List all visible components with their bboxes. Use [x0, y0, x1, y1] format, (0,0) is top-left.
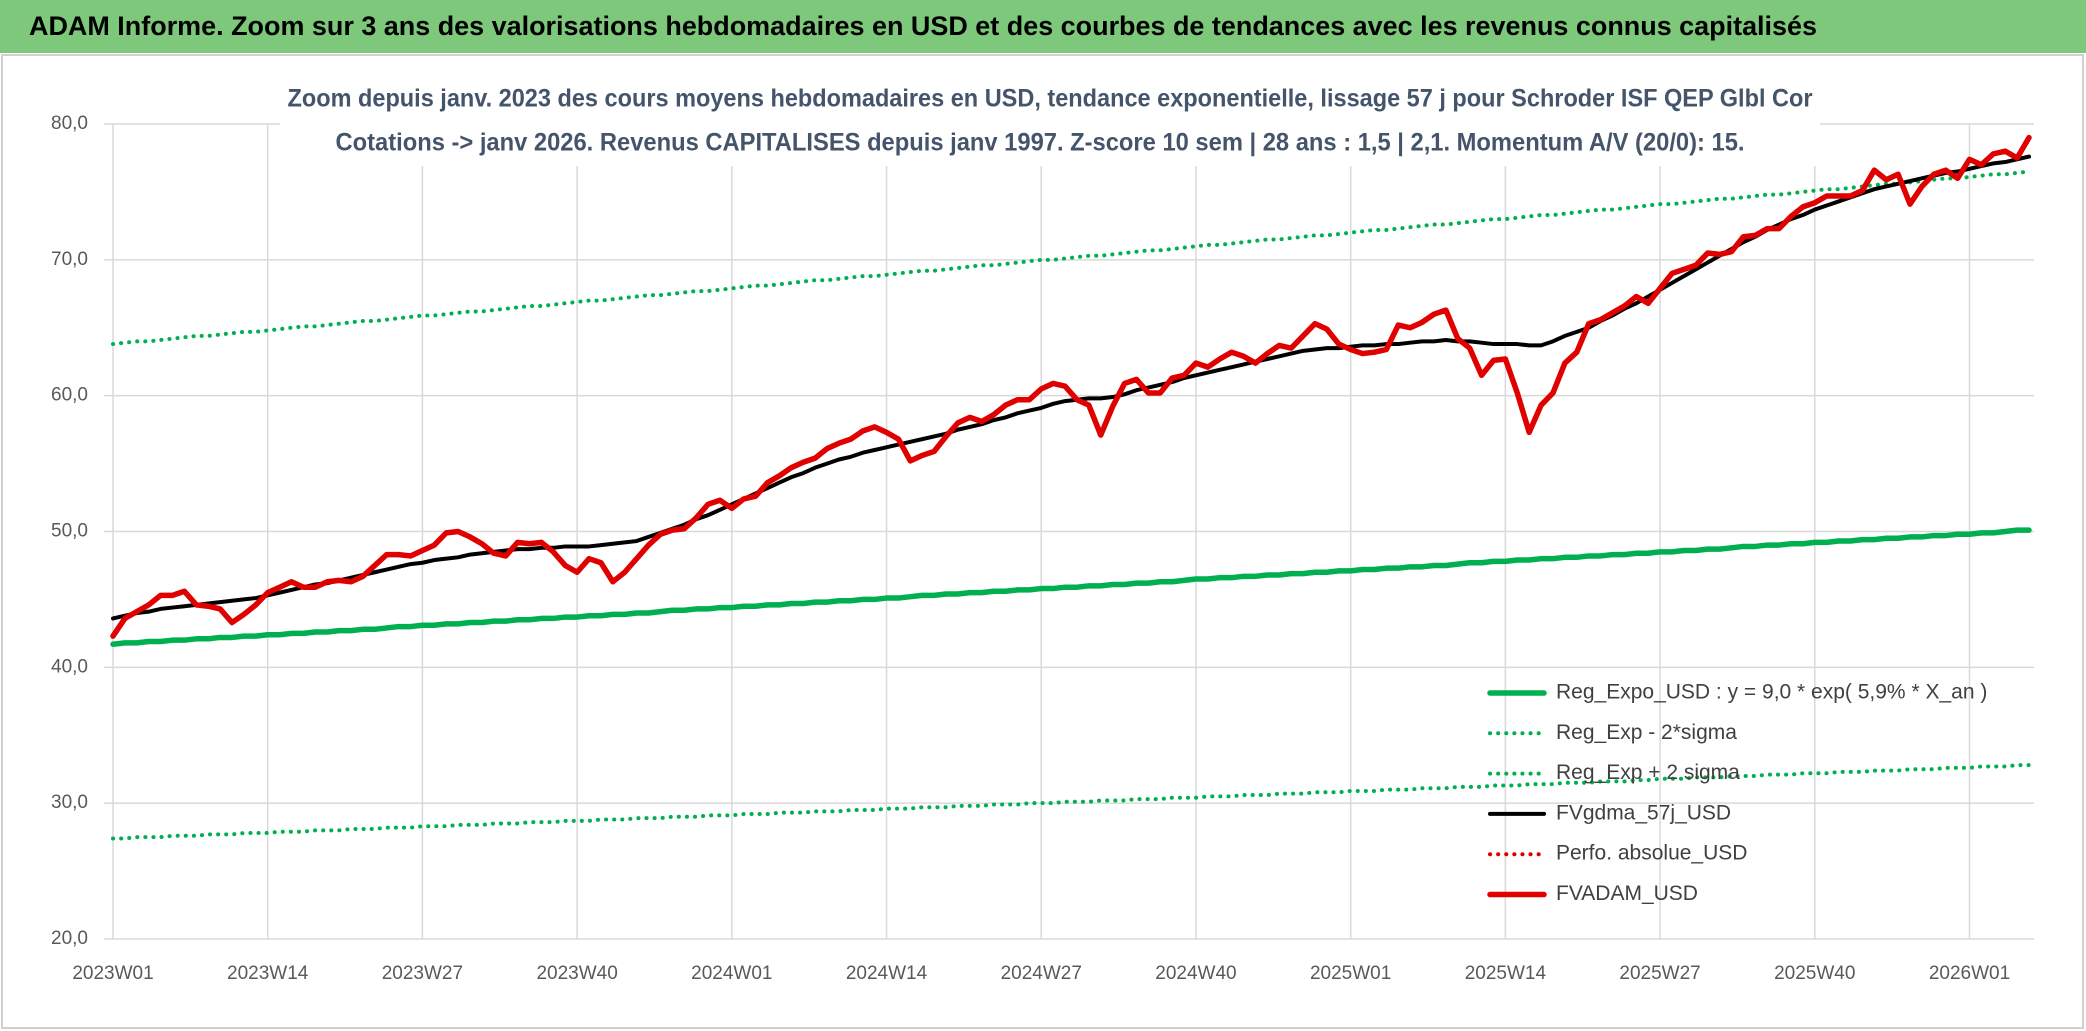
subtitle: Zoom depuis janv. 2023 des cours moyens … [288, 85, 1813, 113]
series-line [110, 527, 2032, 647]
legend-label: FVgdma_57j_USD [1556, 801, 1731, 824]
subtitle: Cotations -> janv 2026. Revenus CAPITALI… [336, 129, 1745, 157]
x-tick-label: 2025W27 [1619, 963, 1700, 984]
x-tick-label: 2023W27 [382, 963, 463, 984]
legend-label: Reg_Exp + 2 sigma [1556, 761, 1740, 784]
chart-area [1, 54, 2084, 1029]
y-tick-label: 20,0 [51, 928, 88, 949]
x-tick-label: 2024W01 [691, 963, 772, 984]
x-tick-label: 2025W14 [1465, 963, 1547, 984]
series-line [110, 134, 2032, 639]
y-tick-label: 70,0 [51, 249, 88, 270]
legend-label: Perfo. absolue_USD [1556, 842, 1747, 865]
x-tick-label: 2025W40 [1774, 963, 1855, 984]
x-tick-label: 2024W40 [1155, 963, 1236, 984]
series-line [111, 169, 2031, 347]
chart-title: ADAM Informe. Zoom sur 3 ans des valoris… [29, 11, 1817, 41]
legend: Reg_Expo_USD : y = 9,0 * exp( 5,9% * X_a… [1487, 681, 1987, 905]
y-tick-label: 80,0 [51, 113, 88, 134]
x-tick-label: 2026W01 [1929, 963, 2010, 984]
legend-label: Reg_Exp - 2*sigma [1556, 721, 1737, 744]
x-tick-label: 2023W01 [72, 963, 153, 984]
y-tick-label: 50,0 [51, 521, 88, 542]
y-tick-label: 40,0 [51, 656, 88, 677]
legend-label: Reg_Expo_USD : y = 9,0 * exp( 5,9% * X_a… [1556, 681, 1987, 704]
x-tick-label: 2023W40 [536, 963, 617, 984]
y-tick-label: 60,0 [51, 385, 88, 406]
series-line [111, 154, 2031, 621]
x-tick-label: 2023W14 [227, 963, 309, 984]
y-tick-label: 30,0 [51, 792, 88, 813]
x-tick-label: 2024W14 [846, 963, 928, 984]
subtitle-backdrop [280, 80, 1820, 166]
legend-label: FVADAM_USD [1556, 882, 1698, 905]
title-bar [0, 0, 2086, 53]
plot-area [110, 134, 2032, 841]
x-tick-label: 2024W27 [1001, 963, 1082, 984]
x-tick-label: 2025W01 [1310, 963, 1391, 984]
